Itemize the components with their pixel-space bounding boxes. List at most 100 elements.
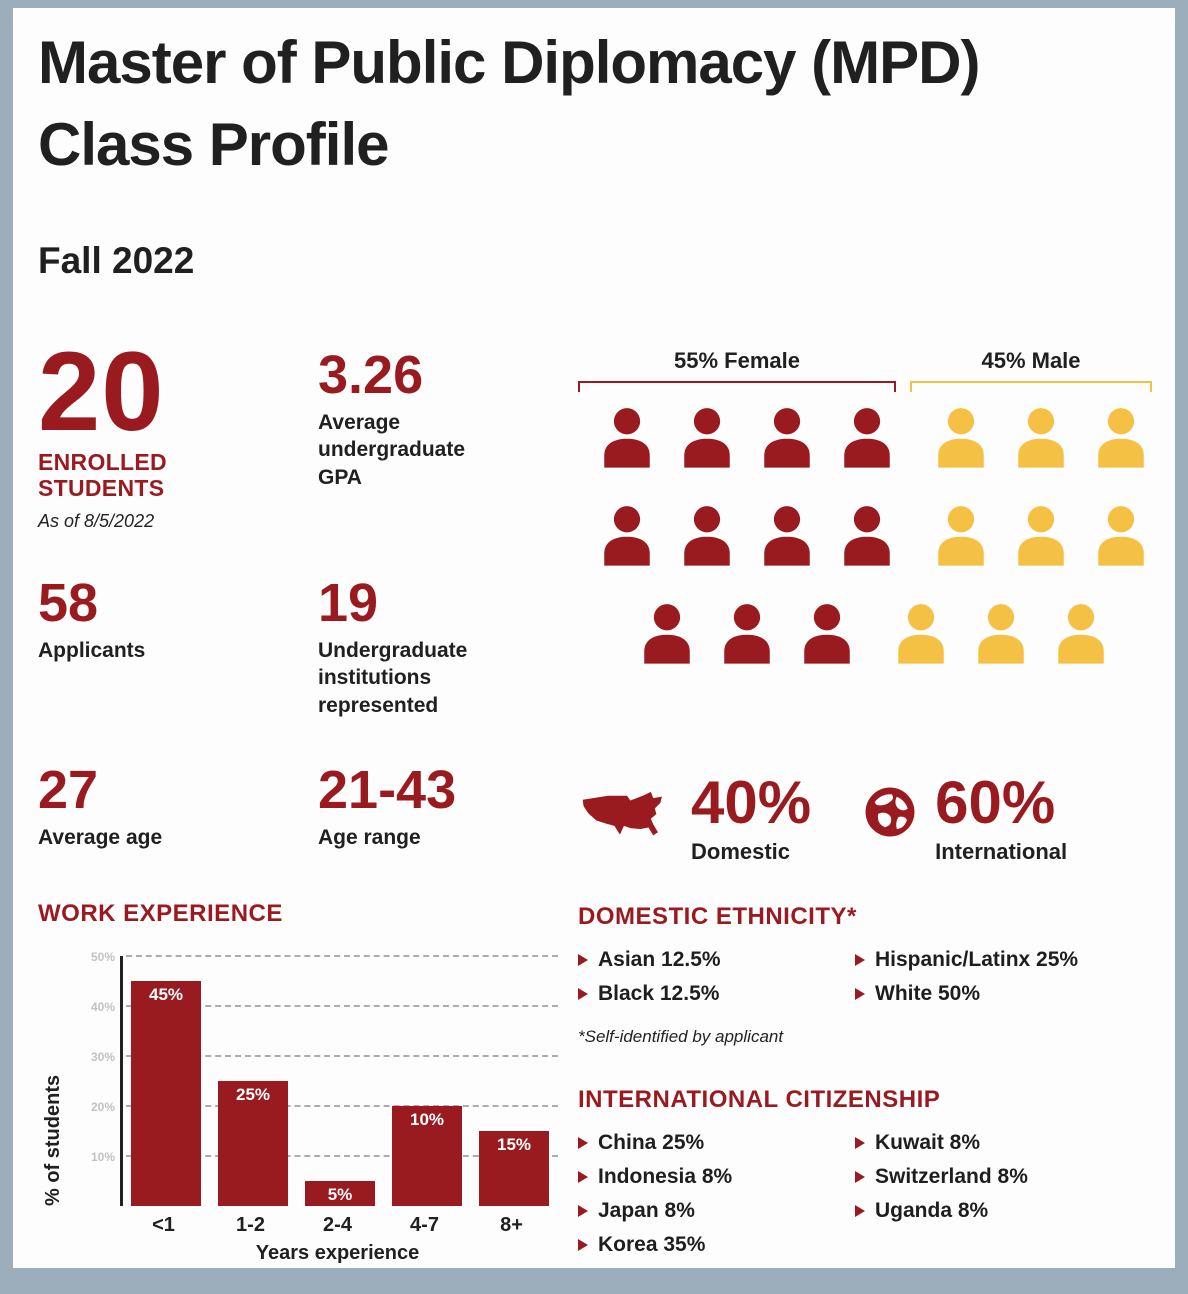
female-icon-group: [639, 602, 855, 664]
gender-headers: 55% Female 45% Male: [578, 348, 1170, 392]
x-tick-label: 1-2: [236, 1214, 265, 1236]
person-icon: [684, 408, 730, 468]
ethnicity-item: Black 12.5%: [578, 981, 855, 1007]
y-axis-label: % of students: [42, 1074, 64, 1206]
male-icon-group: [893, 602, 1109, 664]
ethnicity-footnote: *Self-identified by applicant: [578, 1027, 784, 1046]
stat-age-range: 21-43 Age range: [318, 763, 456, 851]
y-tick-label: 20%: [90, 1100, 115, 1114]
x-tick-labels: <1 1-2 2-4 4-7 8+: [120, 1214, 555, 1237]
ethnicity-col1: Asian 12.5% Black 12.5%: [578, 947, 855, 1015]
bar-1-2: 25%: [218, 1081, 288, 1206]
stat-average-age: 27 Average age: [38, 763, 162, 851]
gridline: [126, 1105, 558, 1107]
male-group-header: 45% Male: [910, 348, 1152, 392]
y-tick-label: 40%: [90, 1000, 115, 1014]
y-tick-label: 50%: [90, 950, 115, 964]
arrow-bullet-icon: [578, 1137, 588, 1149]
international-text: 60% International: [935, 773, 1067, 865]
citizenship-item: Uganda 8%: [855, 1198, 1178, 1224]
gridline: [126, 1055, 558, 1057]
enrolled-label: ENROLLED STUDENTS: [38, 449, 167, 501]
enrolled-count: 20: [38, 329, 165, 454]
person-icon: [844, 408, 890, 468]
bar-4-7: 10%: [392, 1106, 462, 1206]
gender-pictograph: 55% Female 45% Male: [578, 348, 1170, 700]
bar-value-label: 10%: [409, 1110, 445, 1129]
international-citizenship-title: INTERNATIONAL CITIZENSHIP: [578, 1086, 941, 1113]
bar-<1: 45%: [131, 981, 201, 1206]
page-title: Master of Public Diplomacy (MPD) Class P…: [38, 29, 980, 178]
age-range-label: Age range: [318, 826, 421, 849]
person-icon: [764, 506, 810, 566]
male-bracket: [910, 381, 1152, 392]
domestic-ethnicity-section: DOMESTIC ETHNICITY* Asian 12.5% Black 12.…: [578, 903, 1178, 1047]
arrow-bullet-icon: [578, 1205, 588, 1217]
person-icon: [1018, 408, 1064, 468]
ethnicity-columns: Asian 12.5% Black 12.5% Hispanic/Latinx 2…: [578, 947, 1178, 1015]
ethnicity-item: Hispanic/Latinx 25%: [855, 947, 1178, 973]
arrow-bullet-icon: [855, 1171, 865, 1183]
bullet-text: Black 12.5%: [598, 982, 720, 1005]
age-range-value: 21-43: [318, 760, 457, 820]
bullet-text: China 25%: [598, 1131, 705, 1154]
infographic-page: Master of Public Diplomacy (MPD) Class P…: [13, 8, 1175, 1268]
bar-2-4: 5%: [305, 1181, 375, 1206]
bullet-text: Asian 12.5%: [598, 948, 721, 971]
person-icon: [1098, 506, 1144, 566]
domestic-label: Domestic: [691, 839, 791, 864]
gpa-label: Average undergraduate GPA: [318, 411, 466, 489]
ethnicity-col2: Hispanic/Latinx 25% White 50%: [855, 947, 1178, 1015]
domestic-stat: 40% Domestic: [578, 773, 811, 865]
female-icon-group: [599, 504, 895, 566]
arrow-bullet-icon: [855, 1137, 865, 1149]
citizenship-columns: China 25% Indonesia 8% Japan 8% Korea 35% K…: [578, 1130, 1178, 1266]
arrow-bullet-icon: [855, 988, 865, 1000]
arrow-bullet-icon: [578, 1171, 588, 1183]
arrow-bullet-icon: [855, 1205, 865, 1217]
person-icon: [898, 604, 944, 664]
arrow-bullet-icon: [855, 954, 865, 966]
work-experience-title: WORK EXPERIENCE: [38, 900, 283, 927]
average-age-label: Average age: [38, 826, 163, 849]
x-tick-label: 2-4: [323, 1214, 352, 1236]
usa-map-icon: [582, 791, 662, 836]
work-experience-section: WORK EXPERIENCE % of students 10% 20% 30% 4…: [38, 900, 583, 1281]
international-label: International: [935, 839, 1068, 864]
international-stat: 60% International: [863, 773, 1067, 865]
arrow-bullet-icon: [578, 954, 588, 966]
domestic-ethnicity-title: DOMESTIC ETHNICITY*: [578, 903, 857, 930]
male-icon-group: [933, 504, 1149, 566]
x-axis-label: Years experience: [255, 1242, 420, 1264]
gridline: [126, 955, 558, 957]
gpa-value: 3.26: [318, 345, 424, 405]
x-tick-label: 8+: [500, 1214, 523, 1236]
international-citizenship-section: INTERNATIONAL CITIZENSHIP China 25% Indon…: [578, 1086, 1178, 1266]
bar-value-label: 25%: [235, 1085, 271, 1104]
female-icon-group: [599, 406, 895, 468]
citizenship-col1: China 25% Indonesia 8% Japan 8% Korea 35%: [578, 1130, 855, 1266]
male-percent-label: 45% Male: [981, 348, 1081, 373]
bullet-text: Hispanic/Latinx 25%: [875, 948, 1079, 971]
bullet-text: Indonesia 8%: [598, 1165, 733, 1188]
bar-8+: 15%: [479, 1131, 549, 1206]
stat-applicants: 58 Applicants: [38, 576, 145, 664]
institutions-label: Undergraduate institutions represented: [318, 639, 468, 717]
work-experience-chart: % of students 10% 20% 30% 40% 50% 45% 25% 5% 10%…: [38, 946, 583, 1281]
person-icon: [844, 506, 890, 566]
person-icon: [684, 506, 730, 566]
bar-value-label: 15%: [496, 1135, 532, 1154]
person-icon: [1098, 408, 1144, 468]
gridline: [126, 1005, 558, 1007]
person-icon: [724, 604, 770, 664]
average-age-value: 27: [38, 760, 99, 820]
stat-undergrad-institutions: 19 Undergraduate institutions represente…: [318, 576, 467, 719]
citizenship-item: China 25%: [578, 1130, 855, 1156]
bullet-text: Korea 35%: [598, 1233, 706, 1256]
female-percent-label: 55% Female: [674, 348, 800, 373]
citizenship-item: Switzerland 8%: [855, 1164, 1178, 1190]
globe-icon: [865, 787, 915, 837]
x-tick-label: <1: [152, 1214, 175, 1236]
person-icon: [804, 604, 850, 664]
person-icon: [1018, 506, 1064, 566]
